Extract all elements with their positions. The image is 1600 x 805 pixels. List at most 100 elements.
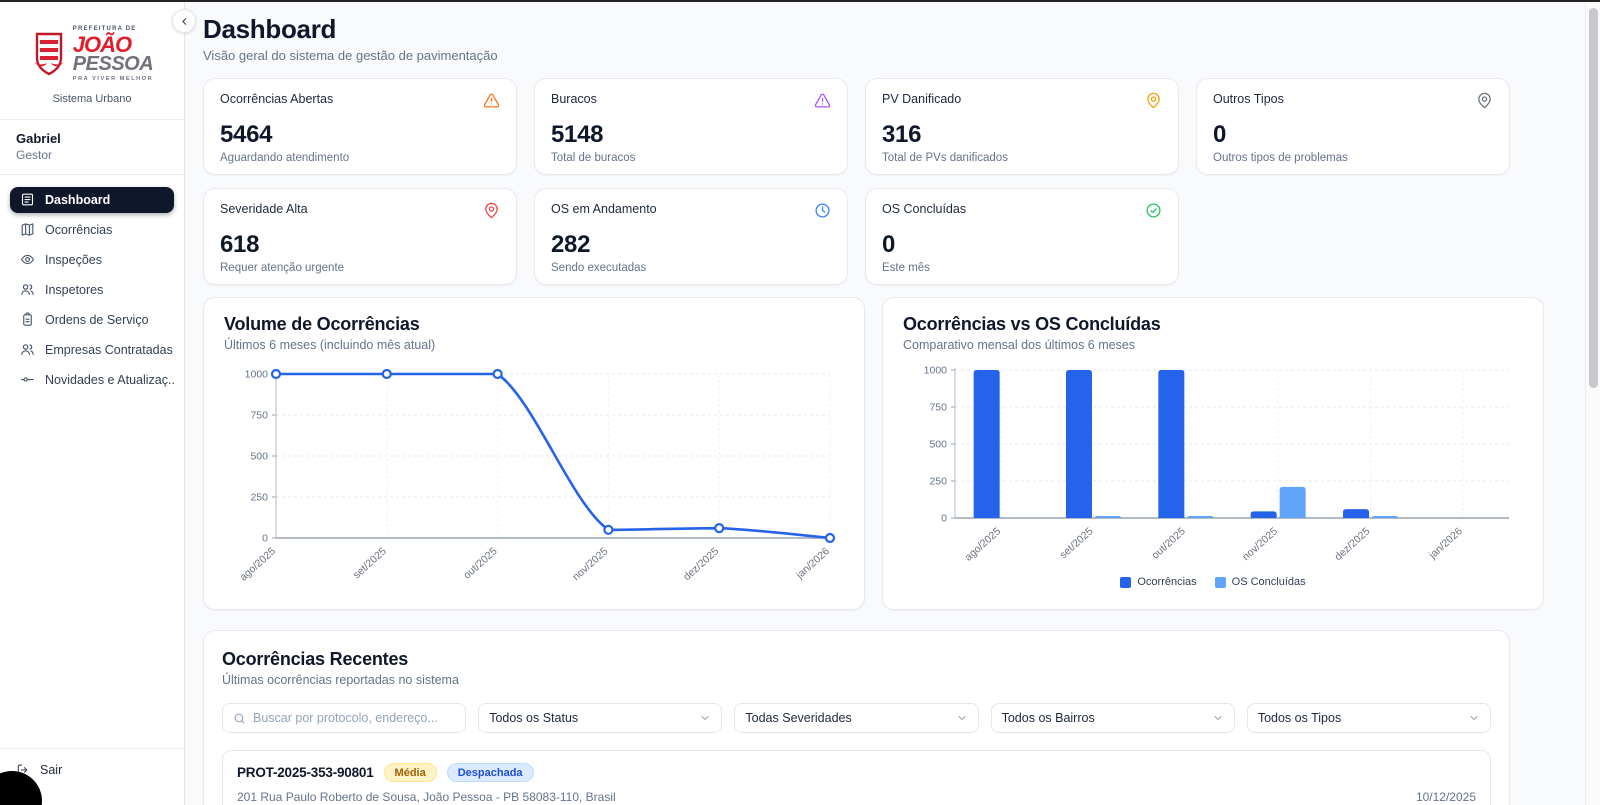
sidebar-item-label: Inspeções [45, 252, 102, 267]
divider [0, 118, 184, 120]
svg-text:nov/2025: nov/2025 [570, 545, 610, 583]
sidebar-item-ordens-de-servico[interactable]: Ordens de Serviço [10, 307, 174, 333]
clipboard-icon [23, 312, 32, 326]
select-value: Todas Severidades [745, 711, 852, 725]
legend-item-ocorrencias: Ocorrências [1120, 576, 1197, 588]
stat-value: 0 [1213, 121, 1227, 148]
map-pin-icon [485, 202, 498, 219]
sidebar-item-label: Dashboard [45, 192, 111, 207]
stat-title: Ocorrências Abertas [220, 92, 334, 106]
legend-item-os-concluidas: OS Concluídas [1214, 576, 1306, 588]
protocol-number: PROT-2025-353-90801 [237, 765, 374, 780]
bar-chart: 0 250 500 750 1000 ago/2025 set/2025 out/2025 no… [924, 365, 1509, 564]
stat-caption: Outros tipos de problemas [1213, 152, 1348, 164]
type-filter-select[interactable]: Todos os Tipos [1246, 703, 1492, 733]
sidebar-item-empresas-contratadas[interactable]: Empresas Contratadas [10, 337, 174, 363]
svg-text:set/2025: set/2025 [351, 545, 389, 581]
page-title: Dashboard [203, 14, 337, 44]
logout-button[interactable]: Sair [16, 763, 168, 777]
chevron-down-icon [1470, 716, 1478, 720]
system-label: Sistema Urbano [52, 92, 132, 105]
occurrence-address: 201 Rua Paulo Roberto de Sousa, João Pes… [237, 790, 616, 804]
sidebar-item-label: Novidades e Atualizaç... [45, 372, 174, 387]
logo-name-line2: PESSOA [72, 53, 154, 75]
select-value: Todos os Bairros [1001, 711, 1095, 725]
sidebar-item-label: Empresas Contratadas [45, 342, 173, 357]
recent-occurrences-card: Ocorrências Recentes Últimas ocorrências… [203, 630, 1510, 805]
stat-caption: Total de buracos [551, 152, 636, 164]
stat-value: 5148 [551, 121, 604, 148]
svg-text:1000: 1000 [924, 365, 948, 377]
search-input-wrapper [222, 703, 467, 733]
map-pin-icon [1147, 92, 1160, 109]
route-icon [21, 377, 34, 382]
svg-text:500: 500 [929, 439, 947, 451]
legend-swatch-dark-blue [1120, 576, 1132, 588]
sidebar-item-inspecoes[interactable]: Inspeções [10, 247, 174, 273]
stat-title: PV Danificado [882, 92, 962, 106]
svg-text:0: 0 [941, 513, 947, 525]
chevron-down-icon [701, 716, 709, 720]
main-content: Dashboard Visão geral do sistema de gest… [185, 0, 1554, 805]
svg-text:250: 250 [250, 492, 268, 504]
chevron-down-icon [958, 716, 966, 720]
svg-text:set/2025: set/2025 [1058, 525, 1096, 561]
occurrence-list-item[interactable]: PROT-2025-353-90801 Média Despachada 201… [222, 750, 1491, 805]
sidebar-item-dashboard[interactable]: Dashboard [10, 186, 174, 213]
recent-subtitle: Últimas ocorrências reportadas no sistem… [222, 673, 459, 687]
status-filter-select[interactable]: Todos os Status [478, 703, 723, 733]
stat-value: 282 [551, 231, 591, 258]
stat-title: Outros Tipos [1213, 92, 1284, 106]
filters-row: Todos os Status Todas Severidades Todos … [222, 703, 1492, 733]
legend-label: OS Concluídas [1231, 576, 1306, 588]
city-logo: PREFEITURA DE JOÃO PESSOA PRA VIVER MELH… [0, 0, 184, 93]
sidebar-item-label: Inspetores [45, 282, 104, 297]
svg-text:dez/2025: dez/2025 [1332, 525, 1372, 563]
sidebar-item-inspetores[interactable]: Inspetores [10, 277, 174, 303]
district-filter-select[interactable]: Todos os Bairros [990, 703, 1235, 733]
sidebar-item-label: Ordens de Serviço [45, 312, 149, 327]
alert-triangle-icon [483, 93, 500, 108]
coat-of-arms-icon [33, 33, 64, 76]
select-value: Todos os Status [489, 711, 579, 725]
logo-name-line1: JOÃO [72, 32, 132, 57]
sidebar-item-novidades[interactable]: Novidades e Atualizaç... [10, 367, 174, 393]
svg-text:1000: 1000 [245, 369, 269, 381]
svg-text:750: 750 [250, 410, 268, 422]
stat-title: OS Concluídas [882, 202, 967, 216]
legend-swatch-light-blue [1214, 576, 1226, 588]
stat-caption: Este mês [882, 262, 930, 274]
stat-caption: Aguardando atendimento [220, 152, 350, 164]
sidebar-item-label: Ocorrências [45, 222, 113, 237]
user-block: Gabriel Gestor [0, 120, 184, 175]
svg-text:nov/2025: nov/2025 [1240, 525, 1280, 563]
stat-value: 5464 [220, 121, 273, 148]
svg-text:ago/2025: ago/2025 [963, 525, 1004, 563]
stat-value: 0 [882, 231, 896, 258]
severity-filter-select[interactable]: Todas Severidades [734, 703, 979, 733]
line-chart-card: Volume de Ocorrências Últimos 6 meses (i… [203, 297, 865, 610]
svg-text:ago/2025: ago/2025 [237, 545, 278, 583]
chevron-down-icon [1214, 716, 1222, 720]
stat-caption: Sendo executadas [551, 262, 647, 274]
sidebar-collapse-button[interactable] [172, 9, 196, 33]
select-value: Todos os Tipos [1257, 711, 1342, 725]
stat-card-buracos: Buracos 5148 Total de buracos [534, 78, 848, 175]
user-name: Gabriel [16, 130, 61, 146]
users-icon [21, 284, 34, 296]
svg-text:out/2025: out/2025 [461, 545, 500, 581]
map-pin-icon [1478, 92, 1491, 109]
user-role: Gestor [16, 147, 53, 162]
scrollbar-track[interactable] [1585, 2, 1600, 805]
logout-label: Sair [40, 763, 63, 777]
scrollbar-thumb[interactable] [1588, 8, 1598, 388]
bar-chart-subtitle: Comparativo mensal dos últimos 6 meses [903, 338, 1136, 352]
sidebar-item-ocorrencias[interactable]: Ocorrências [10, 217, 174, 243]
page-subtitle: Visão geral do sistema de gestão de pavi… [203, 48, 498, 63]
stat-card-os-concluidas: OS Concluídas 0 Este mês [865, 188, 1179, 285]
stat-caption: Requer atenção urgente [220, 262, 345, 274]
severity-badge: Média [383, 763, 437, 782]
line-chart: 0 250 500 750 1000 ago/2025 set/2025 out/2025 no… [237, 369, 836, 584]
search-input[interactable] [253, 711, 456, 725]
svg-text:750: 750 [929, 402, 947, 414]
